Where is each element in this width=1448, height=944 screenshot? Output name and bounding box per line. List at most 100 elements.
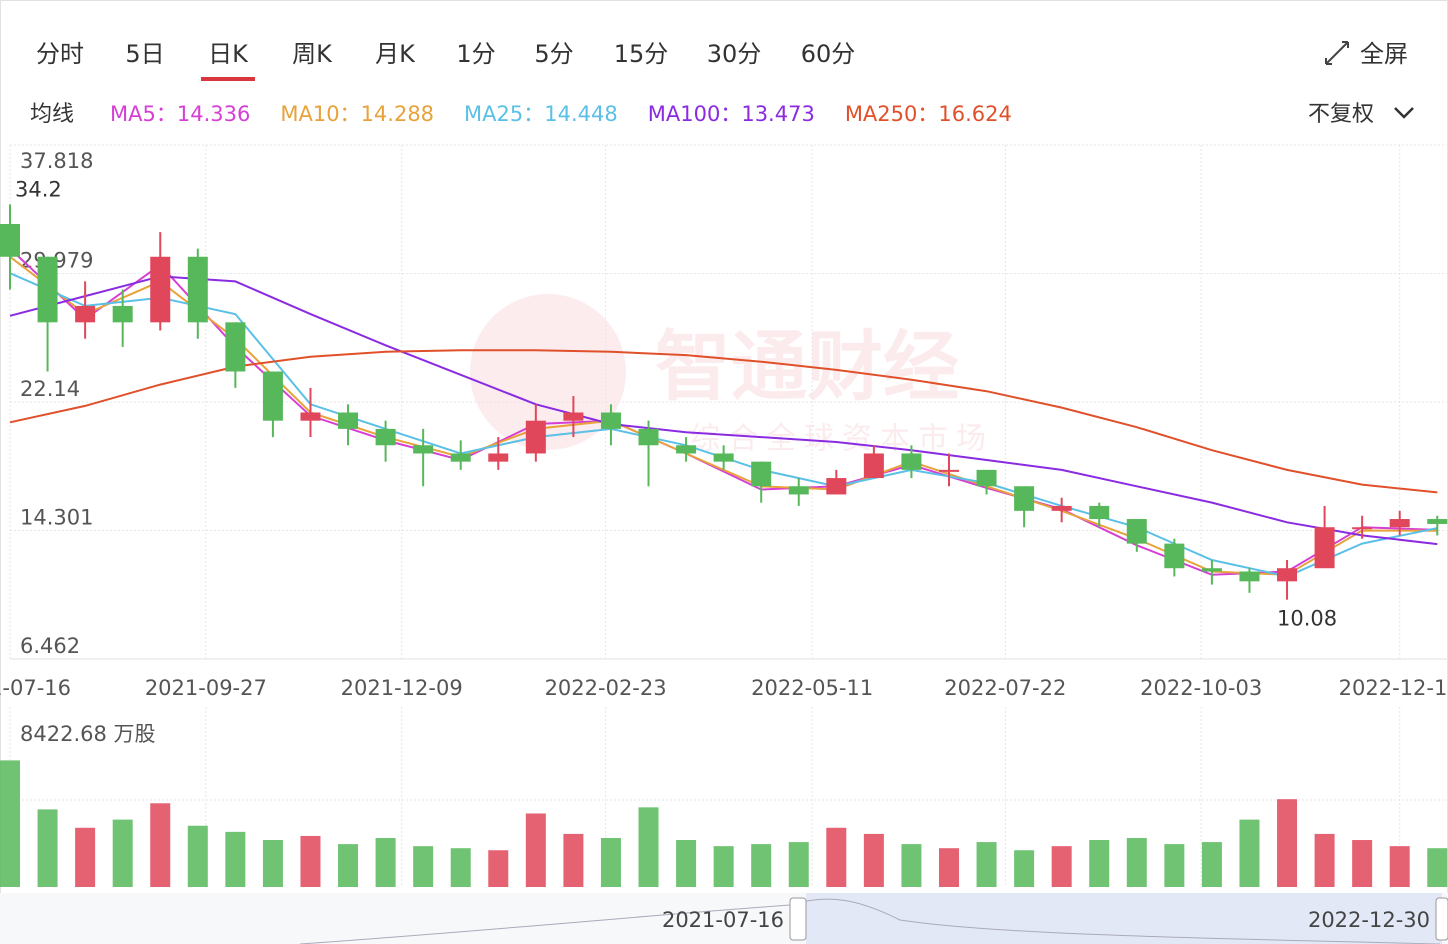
candle-body [450, 453, 471, 462]
candle-body [338, 412, 359, 429]
candle-body [826, 478, 847, 495]
tab[interactable]: 月K [375, 40, 416, 68]
volume-bar [1126, 837, 1147, 887]
candle-body [225, 322, 246, 372]
tab[interactable]: 日K [208, 40, 249, 68]
candle-body [488, 453, 509, 462]
candle-body [300, 412, 321, 421]
candle [1427, 515, 1448, 536]
tab[interactable]: 5日 [125, 40, 164, 68]
candle-body [187, 256, 208, 323]
volume-bar [1389, 846, 1410, 887]
volume-bar [1314, 833, 1335, 887]
y-tick-label: 22.14 [20, 377, 80, 401]
candle [262, 371, 283, 438]
ma-legend-name: MA10： [280, 102, 360, 126]
x-tick-label: 2022-12-16 [1339, 676, 1448, 700]
volume-bar [1352, 840, 1373, 887]
volume-bar [1201, 842, 1222, 887]
candle [413, 428, 434, 487]
candle-body [0, 223, 20, 257]
volume-bar [1164, 844, 1185, 887]
candle-body [1201, 568, 1222, 572]
volume-bar [1427, 848, 1448, 887]
tab-underline [201, 77, 255, 81]
navigator-handle[interactable] [789, 897, 807, 941]
ma-legend-name: MA25： [464, 102, 544, 126]
volume-bar [150, 803, 171, 887]
volume-bar [187, 825, 208, 887]
volume-bar [375, 837, 396, 887]
tab[interactable]: 15分 [614, 40, 669, 68]
ma-line [9, 349, 1438, 494]
volume-bar [976, 842, 997, 887]
candle-body [976, 469, 997, 487]
tab[interactable]: 1分 [456, 40, 495, 68]
candle [863, 445, 884, 479]
candle [1314, 505, 1335, 569]
candle [525, 404, 546, 462]
volume-bar [338, 844, 359, 887]
candle-body [75, 305, 96, 323]
candle [112, 289, 133, 347]
candle [1352, 515, 1373, 539]
candle-body [563, 412, 584, 421]
navigator-trace [299, 898, 1441, 944]
volume-bar [563, 833, 584, 887]
tab[interactable]: 分时 [36, 40, 84, 68]
ma-legend-value: 13.473 [741, 102, 814, 126]
x-tick-label: 2021-12-09 [341, 676, 463, 700]
ma-legend-name: MA5： [110, 102, 177, 126]
candle-body [1089, 505, 1110, 520]
volume-bar [600, 837, 621, 887]
tab[interactable]: 周K [292, 40, 333, 68]
navigator-end: 2022-12-30 [1308, 908, 1430, 932]
candle-body [1051, 505, 1072, 511]
x-tick-label: 2022-05-11 [751, 676, 873, 700]
ma-legend-value: 14.336 [177, 102, 250, 126]
volume-bar [826, 827, 847, 887]
candle [826, 469, 847, 495]
candle [187, 248, 208, 339]
tab[interactable]: 5分 [534, 40, 573, 68]
candle [338, 404, 359, 446]
tab[interactable]: 30分 [707, 40, 762, 68]
candle-body [37, 256, 58, 323]
volume-bar [1089, 840, 1110, 887]
volume-bar [225, 831, 246, 887]
candle-body [863, 453, 884, 479]
volume-bar [751, 844, 772, 887]
min-label: 10.08 [1277, 607, 1337, 631]
candle [1277, 560, 1298, 600]
candle [600, 404, 621, 446]
adjust-select[interactable]: 不复权 [1308, 102, 1414, 127]
candle [300, 387, 321, 438]
volume-bar [676, 840, 697, 887]
volume-bar [112, 819, 133, 887]
candle [1051, 497, 1072, 523]
candle [225, 322, 246, 388]
candle-body [1277, 568, 1298, 582]
adjust-label: 不复权 [1308, 102, 1374, 127]
volume-bar [488, 850, 509, 887]
candle-body [1314, 527, 1335, 569]
x-tick-label: 2021-07-16 [0, 676, 71, 700]
candle-body [525, 420, 546, 454]
volume-bar [1051, 846, 1072, 887]
y-tick-label: 14.301 [20, 506, 93, 530]
max-label: 34.2 [15, 177, 62, 201]
candle-body [788, 486, 809, 495]
tab[interactable]: 60分 [801, 40, 856, 68]
ma-line [9, 256, 1438, 576]
fullscreen[interactable]: 全屏 [1325, 40, 1408, 68]
ma-legend-name: MA250： [845, 102, 939, 126]
volume-bar [788, 842, 809, 887]
navigator-start: 2021-07-16 [662, 908, 784, 932]
navigator-handle[interactable] [1435, 897, 1448, 941]
candle [375, 420, 396, 462]
candle-body [901, 453, 922, 470]
candle [1389, 510, 1410, 536]
candle [37, 256, 58, 372]
candle [1089, 502, 1110, 528]
volume-bar [901, 844, 922, 887]
